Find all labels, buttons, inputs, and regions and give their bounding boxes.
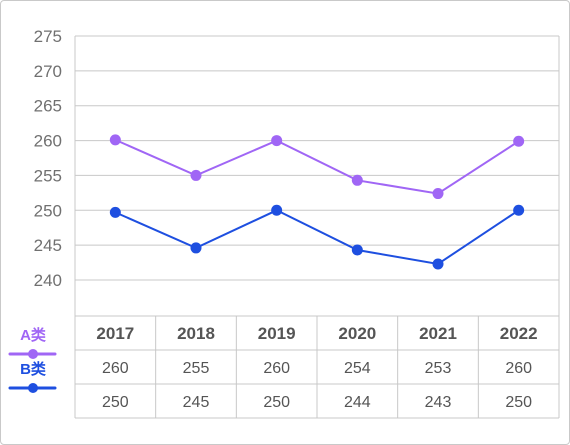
table-cell-a-2018: 255 — [183, 360, 210, 377]
table-cell-b-2017: 250 — [102, 394, 129, 411]
table-cell-a-2022: 260 — [505, 360, 532, 377]
table-cell-a-2017: 260 — [102, 360, 129, 377]
y-tick-label-250: 250 — [34, 201, 62, 220]
legend-marker-b — [28, 383, 38, 393]
data-point-b-2022 — [513, 204, 525, 216]
legend: A类 B类 — [8, 326, 57, 393]
data-point-b-2020 — [351, 244, 363, 256]
table-cell-b-2019: 250 — [263, 394, 290, 411]
legend-label-a: A类 — [20, 326, 47, 344]
legend-marker-a — [28, 349, 38, 359]
data-point-a-2018 — [190, 169, 202, 181]
series-lines — [109, 134, 525, 270]
x-tick-label-2020: 2020 — [338, 324, 376, 343]
x-tick-label-2017: 2017 — [96, 324, 134, 343]
data-point-a-2020 — [351, 174, 363, 186]
gridlines — [74, 35, 560, 418]
x-tick-label-2021: 2021 — [419, 324, 457, 343]
table-cell-a-2020: 254 — [344, 360, 371, 377]
series-line-b — [114, 209, 520, 266]
data-point-b-2017 — [109, 206, 121, 218]
data-point-a-2019 — [271, 135, 283, 147]
y-tick-label-245: 245 — [34, 236, 62, 255]
table-cell-b-2021: 243 — [425, 394, 452, 411]
y-tick-label-270: 270 — [34, 62, 62, 81]
y-tick-label-255: 255 — [34, 166, 62, 185]
data-point-b-2019 — [271, 204, 283, 216]
table-cell-a-2021: 253 — [425, 360, 452, 377]
table-cell-a-2019: 260 — [263, 360, 290, 377]
data-point-a-2017 — [109, 134, 121, 146]
table-cell-b-2018: 245 — [183, 394, 210, 411]
y-tick-label-240: 240 — [34, 271, 62, 290]
legend-label-b: B类 — [20, 360, 47, 378]
y-tick-label-260: 260 — [34, 132, 62, 151]
x-tick-label-2018: 2018 — [177, 324, 215, 343]
data-point-a-2021 — [432, 188, 444, 200]
data-point-b-2021 — [432, 258, 444, 270]
series-line-a — [114, 138, 520, 195]
table-cell-b-2022: 250 — [505, 394, 532, 411]
table-cell-b-2020: 244 — [344, 394, 371, 411]
x-tick-label-2019: 2019 — [258, 324, 296, 343]
y-tick-label-265: 265 — [34, 97, 62, 116]
data-point-a-2022 — [513, 135, 525, 147]
x-tick-label-2022: 2022 — [500, 324, 538, 343]
y-tick-label-275: 275 — [34, 27, 62, 46]
data-table: 2017 2018 2019 2020 2021 2022 260 255 260 254 253 2… — [75, 315, 559, 419]
y-axis: 240 245 250 255 260 265 270 275 — [34, 27, 62, 290]
data-point-b-2018 — [190, 242, 202, 254]
